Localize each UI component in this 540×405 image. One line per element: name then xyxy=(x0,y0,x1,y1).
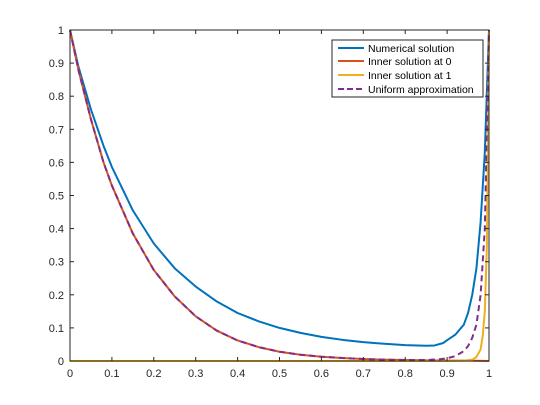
x-tick-label: 0.8 xyxy=(398,368,413,380)
y-tick-label: 0.4 xyxy=(49,224,64,236)
y-tick-label: 0.7 xyxy=(49,124,64,136)
legend-label-numerical: Numerical solution xyxy=(368,43,455,55)
x-tick-label: 0.9 xyxy=(439,368,454,380)
x-tick-label: 0.6 xyxy=(314,368,329,380)
x-tick-label: 1 xyxy=(486,368,492,380)
y-tick-label: 0.3 xyxy=(49,257,64,269)
x-tick-label: 0.4 xyxy=(230,368,245,380)
x-tick-label: 0.5 xyxy=(272,368,287,380)
y-tick-label: 0.2 xyxy=(49,290,64,302)
x-tick-label: 0.7 xyxy=(356,368,371,380)
series-line-numerical-solution xyxy=(69,29,490,347)
y-tick-label: 1 xyxy=(58,25,64,37)
x-tick-label: 0 xyxy=(67,368,73,380)
legend-label-inner-0: Inner solution at 0 xyxy=(368,56,452,68)
x-tick-label: 0.1 xyxy=(104,368,119,380)
y-tick-label: 0.1 xyxy=(49,323,64,335)
x-tick-label: 0.2 xyxy=(146,368,161,380)
y-tick-label: 0.5 xyxy=(49,191,64,203)
series-line-uniform-approximation xyxy=(69,29,490,362)
legend-label-uniform: Uniform approximation xyxy=(368,84,474,96)
legend-box xyxy=(331,39,484,98)
y-tick-label: 0.6 xyxy=(49,157,64,169)
tick-layer: 0 0.1 0.2 0.3 0.4 0.5 0.6 0.7 0.8 0.9 1 0 0.1 0.2 0.3 0… xyxy=(49,25,492,380)
x-tick-label: 0.3 xyxy=(188,368,203,380)
legend: Numerical solution Inner solution at 0 I… xyxy=(331,39,484,98)
y-tick-label: 0.9 xyxy=(49,58,64,70)
y-tick-label: 0.8 xyxy=(49,91,64,103)
y-tick-label: 0 xyxy=(58,356,64,368)
legend-label-inner-1: Inner solution at 1 xyxy=(368,70,452,82)
